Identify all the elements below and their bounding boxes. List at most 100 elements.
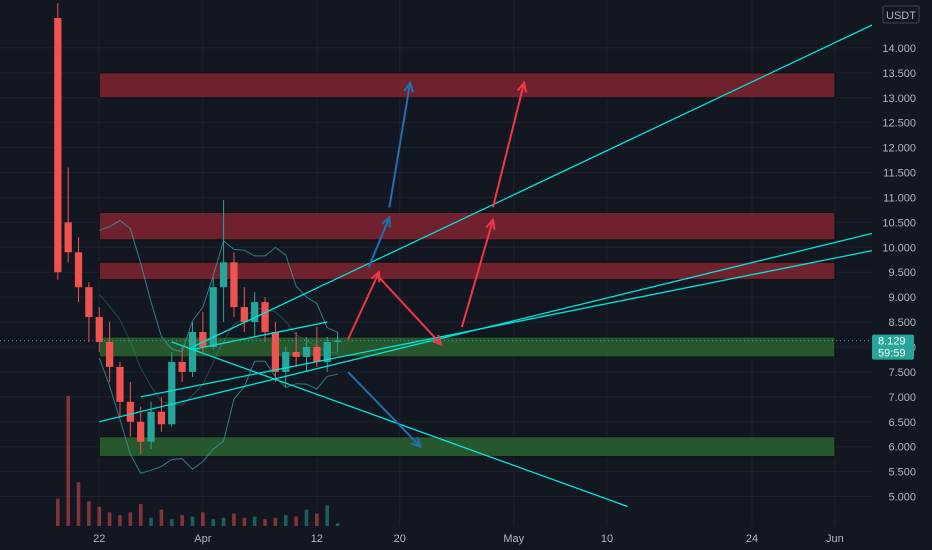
time-tick-label: 24 [746,533,758,545]
red-arrow-head [370,270,381,283]
volume-bar [242,517,247,526]
time-tick-label: Jun [826,533,844,545]
last-price-value: 8.129 [878,336,906,348]
price-tick-label: 8.500 [888,317,916,329]
volume-bar [294,516,298,526]
price-tick-label: 5.000 [888,492,916,504]
volume-bar [56,498,60,526]
price-tick-label: 14.000 [882,43,916,55]
volume-bar [201,512,205,526]
candle-body [95,317,103,343]
blue-arrow-shaft [347,371,422,448]
bollinger-lower [98,357,338,474]
candle-body [178,361,186,372]
candles [54,3,342,455]
volume-bar [107,512,112,526]
candle-body [168,361,176,425]
candle-body [157,411,166,425]
bollinger-bands [98,219,338,474]
candle-body [74,252,83,288]
time-tick-label: May [503,533,524,545]
candle-body [64,222,72,253]
volume-bar [180,515,184,526]
candle-body [105,342,114,367]
candle-body [302,346,311,357]
candle-body [271,332,280,372]
price-tick-label: 11.000 [883,192,916,204]
red-arrow-shaft [492,82,526,208]
volume-bar [97,506,102,526]
bollinger-basis [98,293,338,406]
time-tick-label: Apr [194,533,211,545]
blue-arrow-head [403,80,414,93]
price-tick-label: 13.500 [882,68,916,80]
price-tick-label: 12.500 [882,118,916,130]
time-tick-label: 22 [93,533,105,545]
currency-box[interactable] [882,5,920,24]
candle-body [313,346,321,362]
trendlines[interactable] [99,22,877,508]
volume-bar [118,515,122,526]
volume-bar [335,523,340,526]
candle-body [261,302,269,333]
time-axis-panel[interactable] [0,526,872,550]
volume-bar [263,519,267,526]
trendline [192,22,877,348]
candle-body [147,411,155,442]
volume-bars [56,396,340,526]
volume-bar [232,513,236,526]
red-arrow-shaft [347,271,380,340]
volume-bar [325,505,330,526]
candle-body [199,332,207,347]
volume-bar [190,516,195,526]
red-arrow-head [516,80,528,93]
projection-arrows[interactable] [347,80,528,449]
volume-bar [221,517,226,526]
volume-bar [149,517,153,526]
volume-bar [252,516,257,526]
trendline [192,321,328,351]
blue-arrow-head [381,215,391,228]
volume-bar [283,515,288,526]
red-arrow-head [431,334,443,347]
volume-bar [315,513,319,526]
price-tick-label: 9.500 [888,267,916,279]
volume-bar [138,504,143,526]
resistance-zone [98,261,836,281]
currency-label: USDT [886,10,916,22]
price-tick-label: 11.500 [883,168,916,180]
price-tick-label: 12.000 [882,143,916,155]
volume-bar [128,512,133,526]
price-tick-label: 6.000 [888,442,916,454]
time-tick-label: 20 [394,533,406,545]
price-tick-label: 13.000 [882,93,916,105]
time-axis: 22 Apr 12 20 May 10 24 Jun [93,533,844,545]
price-axis-panel[interactable] [872,0,932,550]
blue-arrow-shaft [367,217,391,268]
price-tick-label: 7.000 [888,392,916,404]
volume-bar [87,501,91,526]
candle-body [209,287,217,347]
support-zone [98,436,836,458]
blue-arrow-shaft [388,82,412,208]
candle-body [219,262,228,288]
price-tick-label: 9.000 [888,292,916,304]
volume-bar [169,519,174,526]
candle-body [323,342,331,362]
volume-bar [211,519,216,526]
volume-bar [273,517,278,526]
candle-body [188,332,197,372]
bollinger-upper [99,219,338,353]
volume-bar [304,509,309,526]
red-arrow-shaft [460,219,494,328]
volume-bar [76,482,81,526]
candle-body [54,18,62,273]
price-tick-label: 6.500 [888,417,916,429]
candle-body [116,366,124,402]
candle-body [251,302,259,323]
red-arrow-shaft [378,276,442,346]
blue-arrow-head [410,436,423,449]
candle-body [333,340,342,343]
